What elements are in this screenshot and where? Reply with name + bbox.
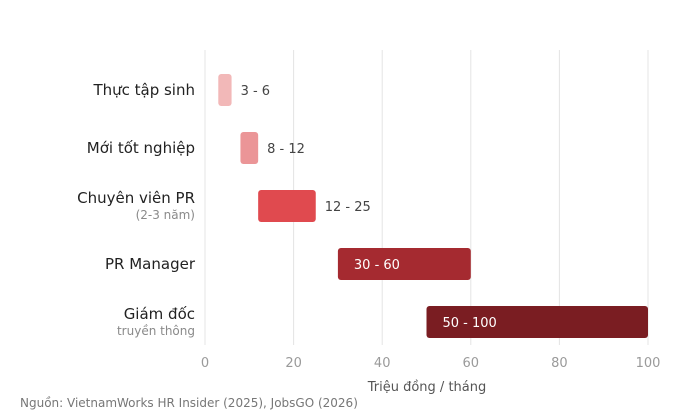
x-tick-label-0: 0 (201, 356, 209, 371)
bar-value-label-1: 8 - 12 (267, 142, 305, 157)
grid-lines (204, 50, 649, 345)
category-sublabel-4: truyền thông (117, 324, 195, 338)
x-axis-title: Triệu đồng / tháng (367, 380, 487, 395)
category-label-2: Chuyên viên PR (77, 189, 195, 207)
x-tick-label-80: 80 (551, 356, 568, 371)
bar-value-label-4: 50 - 100 (443, 316, 497, 331)
bar-4 (426, 306, 648, 338)
x-tick-label-100: 100 (636, 356, 661, 371)
source-note: Nguồn: VietnamWorks HR Insider (2025), J… (20, 396, 358, 410)
category-sublabel-2: (2-3 năm) (136, 208, 195, 222)
bar-3 (337, 248, 471, 280)
x-tick-label-20: 20 (285, 356, 302, 371)
category-label-4: Giám đốc (124, 305, 195, 323)
category-labels: Thực tập sinh Mới tốt nghiệp Chuyên viên P… (77, 81, 196, 338)
x-tick-label-60: 60 (463, 356, 480, 371)
bar-2 (258, 190, 316, 222)
category-label-3: PR Manager (105, 255, 196, 273)
x-axis-ticks: 0 20 40 60 80 100 (201, 356, 661, 371)
bar-value-label-3: 30 - 60 (354, 258, 400, 273)
bars: 3 - 6 8 - 12 12 - 25 30 - 60 50 - 100 (218, 74, 648, 338)
category-label-0: Thực tập sinh (92, 81, 195, 99)
bar-value-label-0: 3 - 6 (241, 84, 271, 99)
bar-1 (240, 132, 259, 164)
category-label-1: Mới tốt nghiệp (87, 139, 195, 157)
bar-0 (218, 74, 232, 106)
x-tick-label-40: 40 (374, 356, 391, 371)
bar-value-label-2: 12 - 25 (325, 200, 371, 215)
